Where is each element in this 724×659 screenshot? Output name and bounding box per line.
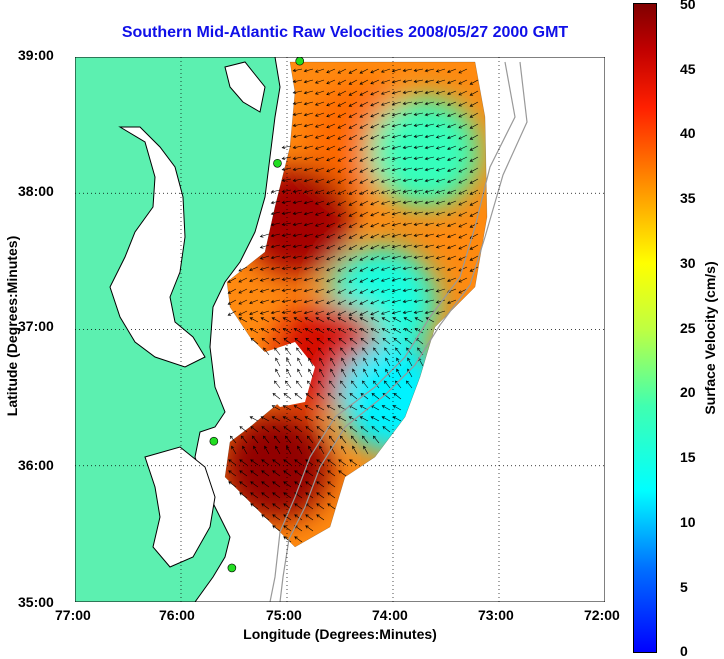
colorbar-tick-label: 0 bbox=[680, 643, 688, 659]
x-tick-label: 75:00 bbox=[266, 607, 302, 623]
station-marker bbox=[227, 563, 237, 573]
delaware-bay bbox=[224, 61, 266, 113]
map-gridlines bbox=[75, 57, 605, 602]
chesapeake-bay bbox=[109, 126, 206, 368]
velocity-map bbox=[75, 57, 605, 602]
bathymetry-contour bbox=[279, 61, 528, 602]
x-tick-label: 73:00 bbox=[478, 607, 514, 623]
x-tick-label: 77:00 bbox=[55, 607, 91, 623]
colorbar-tick-label: 50 bbox=[680, 0, 696, 12]
velocity-arrows bbox=[227, 68, 479, 543]
y-tick-label: 37:00 bbox=[18, 318, 54, 334]
pamlico-sound bbox=[144, 446, 216, 568]
x-tick-label: 72:00 bbox=[584, 607, 620, 623]
coverage-gap bbox=[260, 342, 315, 407]
y-tick-label: 38:00 bbox=[18, 183, 54, 199]
velocity-region bbox=[225, 410, 332, 521]
colorbar-tick-label: 40 bbox=[680, 125, 696, 141]
radar-stations bbox=[209, 57, 305, 573]
colorbar-tick-label: 25 bbox=[680, 320, 696, 336]
colorbar-tick-label: 35 bbox=[680, 190, 696, 206]
station-marker bbox=[273, 158, 282, 168]
velocity-vectors bbox=[227, 68, 479, 543]
x-tick-label: 74:00 bbox=[372, 607, 408, 623]
colorbar bbox=[633, 3, 657, 653]
coverage-outline bbox=[224, 61, 488, 548]
y-tick-label: 35:00 bbox=[18, 594, 54, 610]
colorbar-tick-label: 20 bbox=[680, 384, 696, 400]
station-marker bbox=[209, 436, 219, 446]
colorbar-tick-label: 45 bbox=[680, 61, 696, 77]
colorbar-gradient bbox=[633, 3, 657, 653]
colorbar-tick-label: 10 bbox=[680, 514, 696, 530]
chart-title: Southern Mid-Atlantic Raw Velocities 200… bbox=[121, 24, 569, 41]
station-marker bbox=[295, 57, 305, 66]
y-tick-label: 39:00 bbox=[18, 47, 54, 63]
x-axis-label: Longitude (Degrees:Minutes) bbox=[243, 626, 437, 642]
colorbar-tick-label: 5 bbox=[680, 579, 688, 595]
colorbar-tick-label: 30 bbox=[680, 255, 696, 271]
colorbar-tick-label: 15 bbox=[680, 449, 696, 465]
velocity-region bbox=[369, 97, 480, 208]
y-tick-label: 36:00 bbox=[18, 457, 54, 473]
bathymetry-contour bbox=[269, 61, 516, 602]
x-tick-label: 76:00 bbox=[159, 607, 195, 623]
colorbar-label: Surface Velocity (cm/s) bbox=[702, 261, 718, 415]
